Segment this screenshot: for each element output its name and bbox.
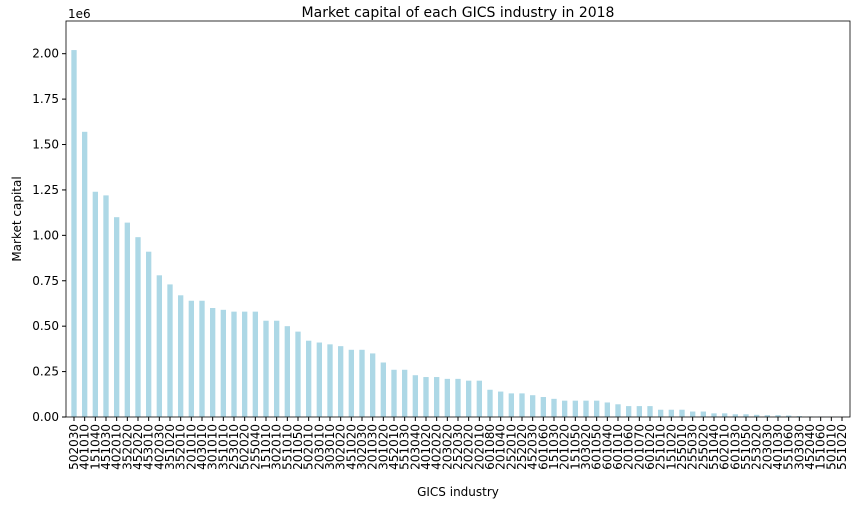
y-offset-label: 1e6 [68, 7, 91, 21]
bar [733, 414, 738, 417]
bar [295, 332, 300, 417]
y-tick-label: 0.50 [32, 319, 59, 333]
bar [263, 321, 268, 417]
bar [562, 401, 567, 417]
bar [466, 381, 471, 417]
bar [445, 379, 450, 417]
bar [690, 412, 695, 417]
bar [221, 310, 226, 417]
bar [679, 410, 684, 417]
bar [189, 301, 194, 417]
bar [370, 353, 375, 417]
bar [391, 370, 396, 417]
bar [647, 406, 652, 417]
bar [487, 390, 492, 417]
bar [423, 377, 428, 417]
bar [349, 350, 354, 417]
bar [530, 395, 535, 417]
y-tick-label: 0.75 [32, 274, 59, 288]
bar [658, 410, 663, 417]
y-tick-label: 1.25 [32, 183, 59, 197]
chart-title: Market capital of each GICS industry in … [302, 5, 615, 21]
bar [455, 379, 460, 417]
bar [242, 312, 247, 417]
y-tick-label: 0.00 [32, 410, 59, 424]
bar [583, 401, 588, 417]
x-axis-label: GICS industry [417, 485, 499, 499]
bar [146, 252, 151, 417]
bar [711, 413, 716, 417]
bar [509, 393, 514, 417]
bar [477, 381, 482, 417]
bar [306, 341, 311, 417]
bar [199, 301, 204, 417]
bar [498, 392, 503, 417]
bar [274, 321, 279, 417]
bar [541, 397, 546, 417]
bar [359, 350, 364, 417]
y-axis-label: Market capital [10, 176, 24, 261]
bar [157, 275, 162, 417]
bar [167, 284, 172, 417]
bar [413, 375, 418, 417]
y-tick-label: 2.00 [32, 47, 59, 61]
bar [125, 223, 130, 417]
bar [573, 401, 578, 417]
bar [615, 404, 620, 417]
bar [338, 346, 343, 417]
plot-frame [66, 21, 850, 417]
bar [210, 308, 215, 417]
bar [231, 312, 236, 417]
bar [594, 401, 599, 417]
y-tick-label: 1.75 [32, 92, 59, 106]
bar [669, 410, 674, 417]
bar [637, 406, 642, 417]
bar [743, 414, 748, 417]
bar [434, 377, 439, 417]
bar [93, 192, 98, 417]
bar [402, 370, 407, 417]
bar [381, 363, 386, 417]
bar [722, 413, 727, 417]
y-tick-label: 1.00 [32, 228, 59, 242]
bar [71, 50, 76, 417]
bar [178, 295, 183, 417]
bar [626, 406, 631, 417]
y-tick-label: 1.50 [32, 138, 59, 152]
bar [103, 195, 108, 417]
bar [605, 402, 610, 417]
x-tick-label: 551020 [835, 424, 849, 470]
bar [317, 343, 322, 417]
bar [253, 312, 258, 417]
y-tick-label: 0.25 [32, 365, 59, 379]
bar [519, 393, 524, 417]
bar [135, 237, 140, 417]
bar [551, 399, 556, 417]
bar [701, 412, 706, 417]
bar [285, 326, 290, 417]
bar [327, 344, 332, 417]
bar [82, 132, 87, 417]
bar [114, 217, 119, 417]
